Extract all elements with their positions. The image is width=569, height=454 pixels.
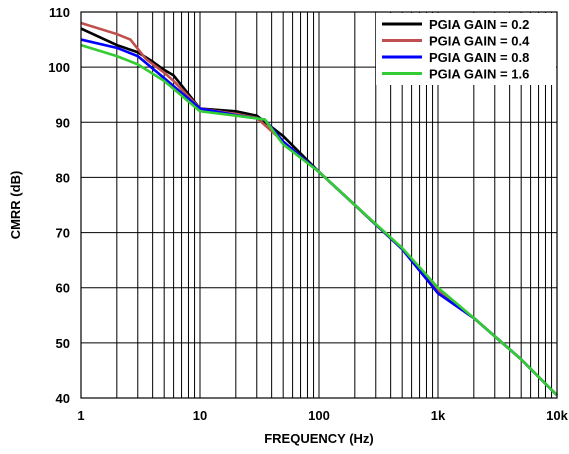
- x-tick-label: 10: [193, 408, 207, 423]
- y-tick-label: 90: [56, 115, 70, 130]
- series-line-3: [80, 38, 558, 397]
- x-tick-label: 100: [308, 408, 330, 423]
- legend-label: PGIA GAIN = 0.4: [429, 34, 530, 49]
- y-axis-label: CMRR (dB): [8, 171, 23, 240]
- series-line-4: [80, 43, 558, 397]
- legend-label: PGIA GAIN = 0.8: [429, 50, 529, 65]
- x-tick-label: 1k: [431, 408, 446, 423]
- y-tick-label: 110: [49, 5, 70, 20]
- y-tick-label: 60: [56, 281, 70, 296]
- y-tick-labels: 40 50 60 70 80 90 100 110: [48, 5, 70, 406]
- x-tick-label: 1: [77, 408, 84, 423]
- legend-label: PGIA GAIN = 0.2: [429, 17, 529, 32]
- legend-label: PGIA GAIN = 1.6: [429, 67, 529, 82]
- x-axis-label: FREQUENCY (Hz): [264, 431, 374, 446]
- x-tick-label: 10k: [546, 408, 568, 423]
- y-tick-label: 70: [56, 226, 70, 241]
- x-tick-labels: 1 10 100 1k 10k: [77, 408, 568, 423]
- grid: [81, 12, 557, 398]
- y-tick-label: 100: [48, 60, 70, 75]
- series-lines: [80, 21, 558, 397]
- y-tick-label: 80: [56, 170, 70, 185]
- plot-frame: [80, 11, 558, 399]
- y-tick-label: 40: [56, 391, 70, 406]
- y-tick-label: 50: [56, 336, 70, 351]
